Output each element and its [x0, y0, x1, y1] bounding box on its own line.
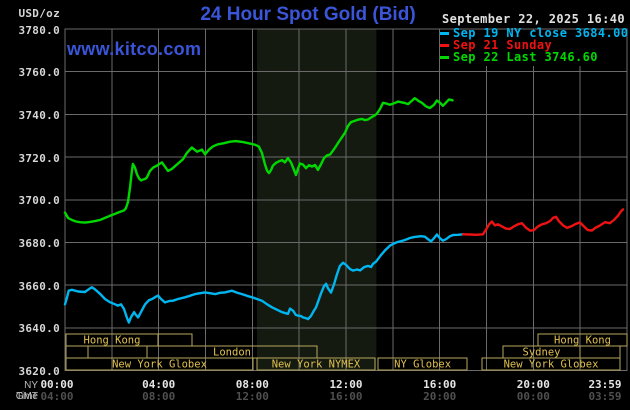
y-tick-label: 3620.0	[18, 365, 60, 378]
session-label: NY Globex	[394, 359, 451, 371]
price-series-sep19	[63, 233, 465, 324]
x-tick-label-gmt: 12:00	[235, 390, 269, 403]
x-tick-label-gmt: 04:00	[40, 390, 74, 403]
legend-label: Sep 22 Last 3746.60	[453, 50, 598, 64]
x-axis-ny-time-row-label: NY Time	[16, 380, 38, 402]
chart-legend: Sep 19 NY close 3684.00 Sep 21 Sunday Se…	[440, 26, 629, 64]
y-tick-label: 3700.0	[18, 194, 60, 208]
session-label: New York Globex	[504, 359, 599, 371]
x-tick-label-gmt: 08:00	[142, 390, 176, 403]
y-tick-label: 3740.0	[18, 108, 60, 122]
session-label: London	[213, 347, 251, 359]
legend-label: Sep 21 Sunday	[453, 38, 553, 52]
price-series-sep22	[63, 96, 454, 224]
session-label: Hong Kong	[554, 335, 611, 347]
x-tick-label-ny: 08:00	[235, 378, 269, 391]
x-tick-label-ny: 00:00	[40, 378, 74, 391]
session-box	[579, 345, 621, 359]
session-box	[65, 345, 89, 359]
x-tick-label-gmt: 20:00	[423, 390, 457, 403]
chart-datetime: September 22, 2025 16:40	[442, 12, 625, 26]
x-tick-label-ny: 12:00	[329, 378, 363, 391]
x-tick-label-gmt: 16:00	[329, 390, 363, 403]
session-box	[87, 345, 148, 359]
session-box	[65, 357, 254, 371]
session-box	[256, 357, 376, 371]
legend-backdrop	[441, 30, 625, 66]
x-tick-label-ny: 23:59	[588, 378, 622, 391]
legend-item-sep22: Sep 22 Last 3746.60	[440, 50, 628, 64]
page-title: 24 Hour Spot Gold (Bid)	[200, 4, 416, 25]
legend-label: Sep 19 NY close 3684.00	[453, 26, 629, 40]
y-tick-label: 3720.0	[18, 151, 60, 165]
session-box	[481, 357, 621, 371]
session-box	[377, 357, 468, 371]
line-sample-icon	[440, 43, 449, 47]
x-tick-label-ny: 16:00	[423, 378, 457, 391]
session-label: New York NYMEX	[272, 359, 361, 371]
kitco-watermark-link[interactable]: www.kitco.com	[67, 39, 202, 59]
session-box	[157, 333, 193, 347]
x-tick-label-ny: 20:00	[516, 378, 550, 391]
x-tick-label-gmt: 03:59	[588, 390, 622, 403]
session-label: New York Globex	[112, 359, 207, 371]
y-tick-label: 3680.0	[18, 236, 60, 250]
price-series-sep21	[461, 208, 625, 237]
y-tick-label: 3660.0	[18, 279, 60, 293]
x-tick-label-gmt: 00:00	[516, 390, 550, 403]
y-tick-label: 3760.0	[18, 66, 60, 80]
x-axis-gmt-row-label: GMT	[15, 391, 38, 402]
session-label: Sydney	[523, 347, 561, 359]
y-axis-unit-label: USD/oz	[18, 7, 60, 20]
line-sample-icon	[440, 55, 449, 59]
legend-item-sep21: Sep 21 Sunday	[440, 38, 628, 52]
session-label: Hong Kong	[84, 335, 141, 347]
line-sample-icon	[440, 31, 449, 35]
legend-item-sep19: Sep 19 NY close 3684.00	[440, 26, 629, 40]
y-tick-label: 3780.0	[18, 23, 60, 37]
x-tick-label-ny: 04:00	[142, 378, 176, 391]
y-tick-label: 3640.0	[18, 322, 60, 336]
